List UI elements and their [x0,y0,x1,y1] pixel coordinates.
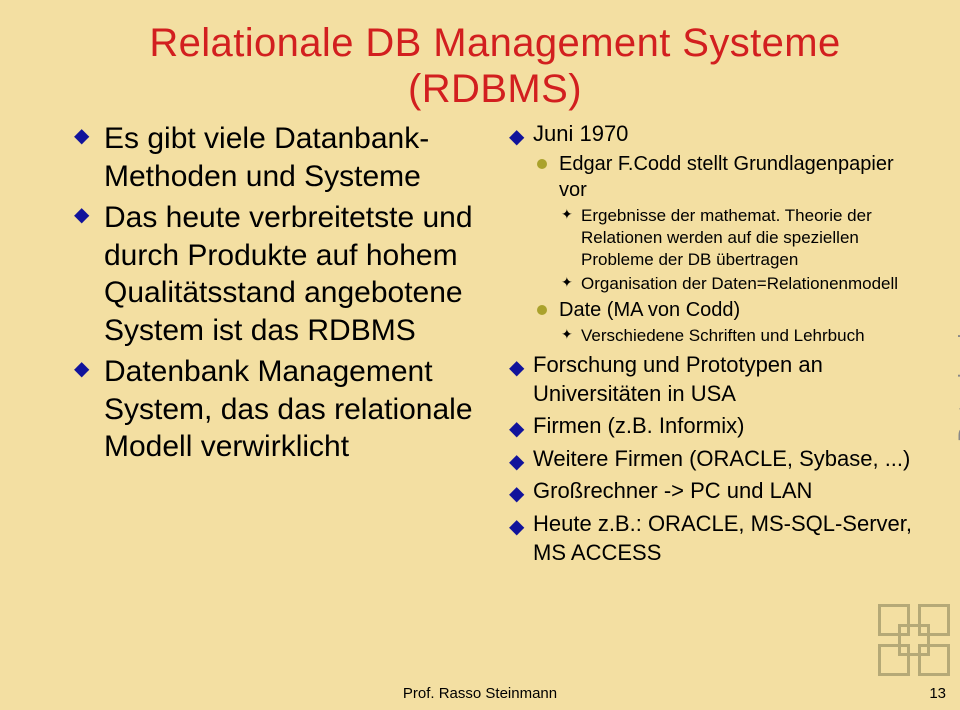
right-bullet-list: Juni 1970 Edgar F.Codd stellt Grundlagen… [505,120,920,567]
bullet-text: Großrechner -> PC und LAN [533,478,812,503]
bullet-text: Datenbank Management System, das das rel… [104,355,473,463]
bullet-text: Forschung und Prototypen an Universitäte… [533,352,823,406]
sub-bullet: Edgar F.Codd stellt Grundlagenpapier vor… [533,151,920,295]
title-line-2: (RDBMS) [408,67,582,111]
bullet-text: Edgar F.Codd stellt Grundlagenpapier vor [559,153,894,201]
sub-sub-list: Verschiedene Schriften und Lehrbuch [559,325,920,347]
title-line-1: Relationale DB Management Systeme [149,21,840,65]
left-bullet: Das heute verbreitetste und durch Produk… [70,199,485,349]
left-bullet: Datenbank Management System, das das rel… [70,353,485,466]
bullet-text: Es gibt viele Datanbank-Methoden und Sys… [104,122,429,193]
sub-list: Edgar F.Codd stellt Grundlagenpapier vor… [533,151,920,347]
footer-author: Prof. Rasso Steinmann [0,685,960,702]
sub-sub-bullet: Organisation der Daten=Relationenmodell [559,273,920,295]
left-bullet: Es gibt viele Datanbank-Methoden und Sys… [70,120,485,195]
bullet-text: Date (MA von Codd) [559,299,740,321]
slide: Relationale DB Management Systeme (RDBMS… [0,0,960,710]
right-bullet: Heute z.B.: ORACLE, MS-SQL-Server, MS AC… [505,510,920,567]
right-bullet: Großrechner -> PC und LAN [505,477,920,506]
left-bullet-list: Es gibt viele Datanbank-Methoden und Sys… [70,120,485,466]
bullet-text: Organisation der Daten=Relationenmodell [581,274,898,293]
slide-title: Relationale DB Management Systeme (RDBMS… [70,20,920,112]
sub-sub-bullet: Verschiedene Schriften und Lehrbuch [559,325,920,347]
sub-sub-bullet: Ergebnisse der mathemat. Theorie der Rel… [559,205,920,271]
deco-square [878,644,910,676]
page-number: 13 [929,685,946,702]
bullet-text: Das heute verbreitetste und durch Produk… [104,201,473,347]
deco-square [918,604,950,636]
right-bullet: Forschung und Prototypen an Universitäte… [505,351,920,408]
sub-bullet: Date (MA von Codd) Verschiedene Schrifte… [533,297,920,347]
right-column: Juni 1970 Edgar F.Codd stellt Grundlagen… [505,120,920,571]
bullet-text: Weitere Firmen (ORACLE, Sybase, ...) [533,446,910,471]
bullet-text: Juni 1970 [533,121,628,146]
bullet-text: Firmen (z.B. Informix) [533,413,744,438]
left-column: Es gibt viele Datanbank-Methoden und Sys… [70,120,485,571]
content-columns: Es gibt viele Datanbank-Methoden und Sys… [70,120,920,571]
sub-sub-list: Ergebnisse der mathemat. Theorie der Rel… [559,205,920,295]
deco-square [878,604,910,636]
right-bullet: Firmen (z.B. Informix) [505,412,920,441]
side-label: Datenbanken [954,300,960,442]
right-bullet: Weitere Firmen (ORACLE, Sybase, ...) [505,445,920,474]
bullet-text: Verschiedene Schriften und Lehrbuch [581,326,865,345]
bullet-text: Ergebnisse der mathemat. Theorie der Rel… [581,206,872,269]
right-bullet: Juni 1970 Edgar F.Codd stellt Grundlagen… [505,120,920,347]
bullet-text: Heute z.B.: ORACLE, MS-SQL-Server, MS AC… [533,511,912,565]
